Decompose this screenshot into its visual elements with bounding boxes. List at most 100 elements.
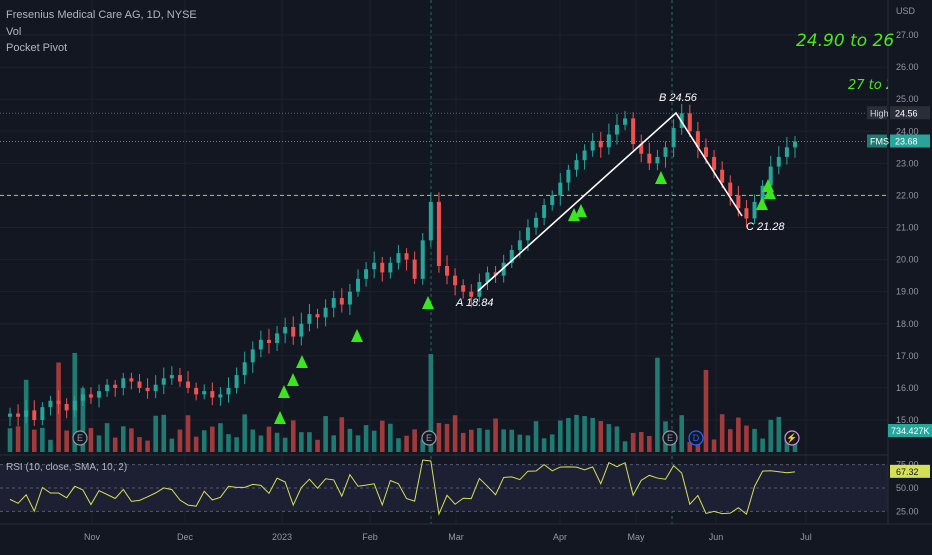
- volume-bar: [339, 417, 345, 452]
- volume-bar: [444, 423, 450, 452]
- candle-body: [372, 262, 377, 270]
- candle-body: [404, 253, 409, 260]
- point-c-label: C 21.28: [746, 221, 785, 233]
- candle-body: [428, 201, 433, 241]
- pocket-pivot-marker: [575, 204, 587, 217]
- volume-bar: [703, 369, 709, 452]
- candle-body: [445, 266, 450, 276]
- volume-bar: [412, 429, 417, 452]
- candle-body: [534, 217, 539, 228]
- volume-bar: [315, 439, 320, 452]
- candle-body: [590, 140, 595, 151]
- candle-body: [712, 156, 717, 170]
- volume-bar: [323, 416, 328, 452]
- volume-bar: [379, 420, 385, 452]
- volume-bar: [485, 429, 490, 452]
- volume-bar: [420, 439, 426, 452]
- candle-body: [364, 269, 369, 279]
- price-axis-panel: [888, 0, 932, 550]
- volume-bar: [120, 426, 126, 452]
- candle-body: [177, 375, 182, 382]
- volume-bar: [137, 437, 142, 452]
- volume-bar: [501, 429, 506, 452]
- event-badge-circle: [421, 430, 437, 446]
- candle-body: [776, 156, 781, 167]
- volume-bar: [517, 434, 523, 452]
- candle-body: [48, 400, 53, 408]
- candle-body: [291, 326, 296, 337]
- candle-body: [574, 160, 579, 170]
- price-axis-tick: 27.00: [896, 30, 919, 40]
- volume-bar: [218, 423, 223, 452]
- candle-body: [744, 208, 749, 219]
- candle-body: [56, 400, 61, 404]
- volume-bar: [161, 414, 167, 452]
- event-badge: ⚡: [784, 430, 800, 446]
- high-value: 24.56: [895, 108, 918, 118]
- candle-body: [234, 375, 239, 388]
- candle-body: [388, 262, 393, 273]
- volume-bar: [582, 416, 587, 452]
- candle-body: [145, 387, 150, 392]
- price-axis-tick: 23.00: [896, 158, 919, 168]
- price-axis-currency: USD: [896, 6, 916, 16]
- price-axis-tick: 22.00: [896, 190, 919, 200]
- volume-bar: [40, 427, 45, 452]
- candle-body: [614, 124, 619, 135]
- candle-body: [339, 298, 344, 305]
- volume-bar: [258, 435, 264, 452]
- volume-bar: [274, 432, 280, 452]
- candle-body: [72, 400, 77, 411]
- candle-body: [307, 314, 312, 324]
- volume-bar: [31, 429, 37, 452]
- volume-value-bg: [888, 424, 932, 437]
- candle-body: [347, 291, 352, 305]
- candle-body: [323, 307, 328, 318]
- pocket-pivot-marker: [287, 373, 299, 386]
- price-axis-tick: 24.00: [896, 126, 919, 136]
- volume-bar: [104, 423, 110, 452]
- candle-body: [631, 118, 636, 145]
- volume-bar: [193, 436, 199, 452]
- volume-bar: [768, 419, 774, 452]
- last-price: 23.68: [895, 137, 918, 147]
- rsi-value-bg: [890, 464, 930, 478]
- price-axis-tick: 18.00: [896, 319, 919, 329]
- candle-body: [671, 128, 676, 148]
- volume-bar: [290, 420, 296, 452]
- abc-wave-line: [477, 111, 743, 292]
- volume-bar: [477, 428, 482, 452]
- symbol-tag: FMS: [870, 137, 889, 147]
- pocket-pivot-marker: [422, 296, 434, 309]
- candle-body: [283, 326, 288, 334]
- volume-bar: [760, 438, 765, 452]
- volume-bar: [655, 357, 660, 452]
- volume-bar: [371, 430, 377, 452]
- pocket-pivot-marker: [655, 171, 667, 184]
- candle-body: [16, 413, 21, 417]
- candle-body: [169, 375, 174, 379]
- volume-bar: [404, 435, 409, 452]
- pocket-pivot-marker: [351, 329, 363, 342]
- volume-bar: [590, 417, 595, 452]
- rsi-axis-tick: 50.00: [896, 483, 919, 493]
- high-value-bg: [890, 106, 930, 120]
- candle-body: [97, 391, 102, 398]
- volume-bar: [331, 435, 337, 452]
- candle-body: [218, 394, 223, 398]
- volume-bar: [679, 415, 685, 452]
- volume-bar: [153, 415, 158, 452]
- volume-bar: [347, 428, 353, 452]
- volume-bar: [210, 426, 215, 452]
- candle-body: [793, 141, 797, 148]
- candle-body: [420, 240, 425, 279]
- candle-body: [210, 391, 215, 398]
- candle-body: [32, 410, 37, 420]
- volume-bar: [719, 414, 725, 452]
- volume-bar: [307, 432, 312, 452]
- event-badge: D: [688, 430, 704, 446]
- candle-body: [655, 156, 660, 164]
- candle-body: [121, 378, 126, 388]
